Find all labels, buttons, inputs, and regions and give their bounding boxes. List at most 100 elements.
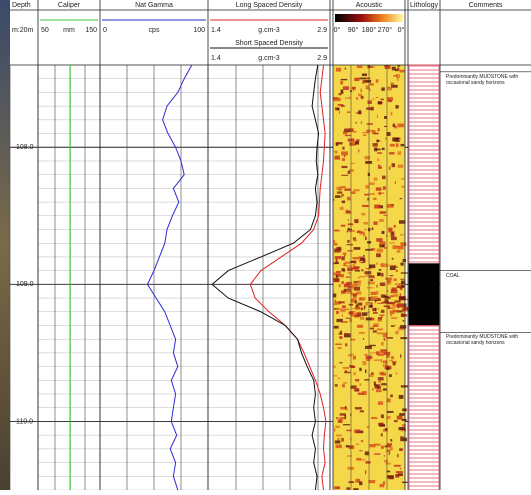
image-texture	[344, 134, 351, 137]
image-texture	[347, 267, 353, 271]
image-texture	[384, 116, 388, 119]
image-texture	[369, 264, 376, 269]
image-texture	[359, 77, 366, 80]
image-texture	[369, 83, 374, 86]
image-texture	[372, 307, 377, 312]
image-texture	[334, 279, 339, 283]
image-texture	[365, 85, 370, 90]
image-texture	[354, 388, 360, 392]
image-texture	[362, 131, 367, 134]
image-texture	[375, 79, 379, 83]
image-texture	[371, 248, 375, 251]
image-texture	[369, 130, 374, 132]
image-texture	[374, 247, 376, 251]
image-texture	[370, 279, 373, 282]
image-texture	[340, 406, 347, 410]
image-texture	[363, 254, 365, 258]
image-texture	[374, 204, 381, 209]
image-texture	[373, 359, 381, 361]
image-texture	[393, 420, 398, 423]
image-texture	[333, 325, 339, 329]
image-texture	[401, 313, 404, 318]
image-texture	[380, 349, 387, 354]
image-texture	[386, 398, 391, 403]
image-texture	[365, 357, 367, 359]
image-texture	[345, 407, 348, 411]
image-texture	[400, 143, 405, 147]
image-texture	[334, 262, 339, 265]
image-texture	[355, 304, 359, 308]
image-texture	[386, 470, 391, 473]
image-texture	[376, 238, 383, 242]
image-texture	[342, 367, 349, 369]
image-texture	[390, 317, 398, 319]
image-texture	[355, 379, 360, 382]
image-texture	[355, 443, 360, 445]
image-texture	[382, 334, 388, 338]
image-texture	[364, 369, 367, 373]
image-texture	[397, 74, 401, 78]
image-texture	[387, 305, 391, 309]
image-texture	[381, 263, 389, 268]
image-texture	[349, 261, 356, 263]
image-texture	[386, 337, 394, 339]
image-texture	[400, 278, 405, 280]
image-texture	[384, 65, 391, 69]
image-texture	[342, 130, 348, 135]
image-texture	[350, 162, 355, 164]
image-texture	[346, 429, 352, 432]
image-texture	[400, 325, 407, 329]
image-texture	[399, 69, 405, 73]
image-texture	[390, 439, 393, 442]
image-texture	[398, 394, 404, 399]
image-texture	[337, 104, 344, 106]
image-texture	[335, 425, 340, 428]
image-texture	[376, 389, 382, 393]
image-texture	[383, 305, 388, 308]
image-texture	[350, 437, 352, 441]
image-texture	[394, 125, 398, 129]
image-texture	[343, 262, 346, 267]
image-texture	[380, 315, 383, 318]
image-texture	[333, 278, 340, 280]
image-texture	[397, 283, 403, 286]
image-texture	[389, 295, 393, 298]
image-texture	[341, 200, 346, 204]
image-texture	[396, 303, 402, 308]
image-texture	[341, 165, 348, 169]
image-texture	[347, 170, 351, 175]
log-curve	[211, 64, 320, 491]
image-texture	[397, 151, 402, 155]
image-texture	[362, 391, 367, 395]
scale-unit: g.cm-3	[258, 27, 280, 34]
image-texture	[389, 275, 394, 277]
image-texture	[390, 325, 395, 327]
image-texture	[367, 302, 372, 304]
image-texture	[363, 232, 366, 237]
scale-min: 0	[103, 27, 107, 34]
image-texture	[333, 293, 337, 298]
image-texture	[376, 114, 378, 119]
image-texture	[380, 372, 386, 376]
image-texture	[374, 386, 381, 389]
image-texture	[359, 383, 362, 386]
image-texture	[386, 366, 390, 370]
image-texture	[398, 296, 406, 301]
image-texture	[337, 438, 340, 441]
image-texture	[351, 293, 358, 296]
image-texture	[400, 313, 408, 317]
image-texture	[390, 232, 395, 237]
image-texture	[341, 151, 348, 156]
image-texture	[366, 129, 370, 134]
image-texture	[361, 269, 364, 272]
image-texture	[380, 433, 383, 437]
image-texture	[334, 229, 340, 232]
image-texture	[339, 186, 346, 189]
image-texture	[386, 354, 390, 358]
image-texture	[350, 191, 356, 195]
image-texture	[374, 453, 381, 455]
image-texture	[384, 428, 388, 432]
image-texture	[392, 245, 397, 250]
image-texture	[376, 148, 381, 151]
